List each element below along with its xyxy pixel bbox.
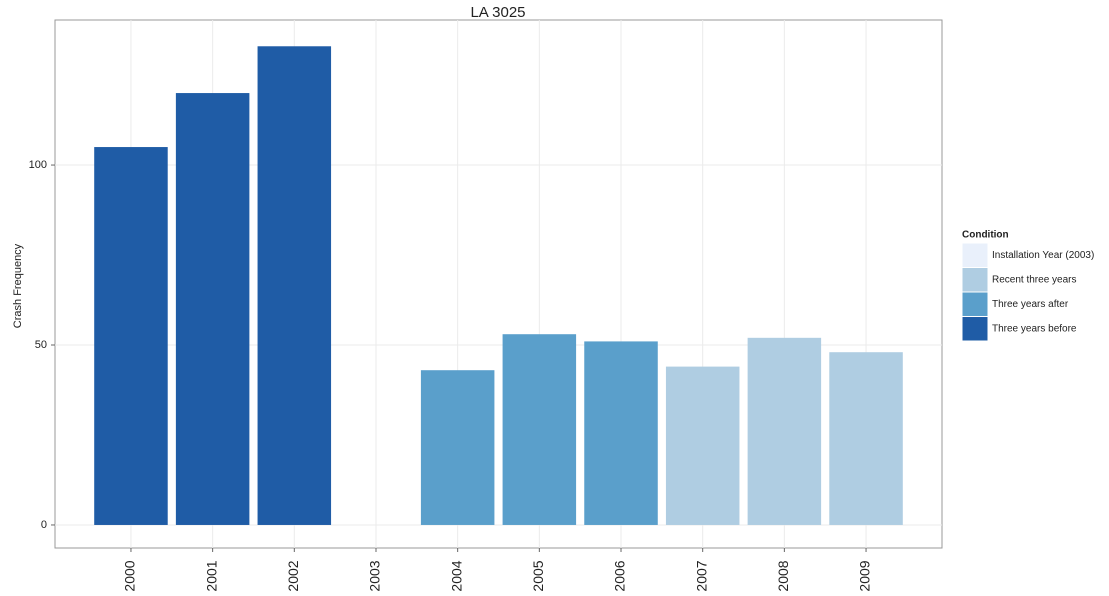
legend-key xyxy=(961,242,989,268)
legend-label: Recent three years xyxy=(992,275,1077,286)
bar xyxy=(747,337,822,525)
x-tick-label: 2007 xyxy=(693,560,709,591)
legend-label: Three years after xyxy=(992,299,1069,310)
x-tick-label: 2006 xyxy=(612,560,628,591)
legend-label: Installation Year (2003) xyxy=(992,250,1094,261)
legend-key xyxy=(961,291,989,317)
y-tick-label: 0 xyxy=(41,519,47,531)
bar xyxy=(257,46,332,525)
bar xyxy=(175,93,250,525)
bar xyxy=(502,334,577,525)
bar xyxy=(420,370,495,525)
x-tick-label: 2009 xyxy=(857,560,873,591)
bar xyxy=(665,366,740,525)
x-tick-label: 2001 xyxy=(203,560,219,591)
x-tick-label: 2008 xyxy=(775,560,791,591)
legend-label: Three years before xyxy=(992,324,1077,335)
x-tick-label: 2000 xyxy=(122,560,138,591)
x-tick-label: 2004 xyxy=(448,560,464,591)
y-tick-label: 50 xyxy=(35,339,47,351)
chart-title: LA 3025 xyxy=(470,4,525,21)
legend-key xyxy=(961,267,989,293)
bar xyxy=(584,341,658,525)
x-tick-label: 2002 xyxy=(285,560,301,591)
y-tick-label: 100 xyxy=(29,159,47,171)
x-tick-label: 2003 xyxy=(367,560,383,591)
legend-key xyxy=(961,316,989,342)
bar xyxy=(94,147,168,525)
legend-title: Condition xyxy=(962,230,1009,241)
x-tick-label: 2005 xyxy=(530,560,546,591)
y-axis-title: Crash Frequency xyxy=(12,243,24,328)
bar xyxy=(829,352,903,525)
